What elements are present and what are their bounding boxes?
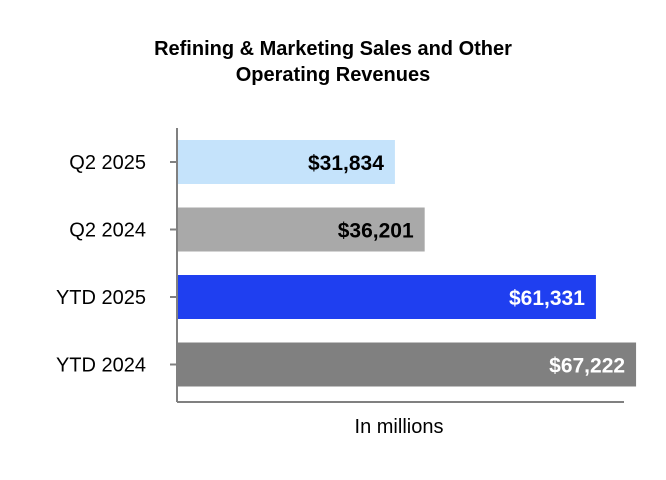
bar [178,207,425,252]
chart-title-line-1: Refining & Marketing Sales and Other [154,38,512,60]
data-label: $36,201 [338,220,414,243]
category-label: Q2 2025 [69,152,146,174]
data-label: $61,331 [509,287,585,310]
category-label: Q2 2024 [69,220,146,242]
bar [178,342,637,387]
category-label: YTD 2024 [56,355,146,377]
data-label: $31,834 [308,152,384,175]
chart-title-line-2: Operating Revenues [235,64,431,86]
x-axis-title: In millions [355,416,444,438]
bar [178,275,596,319]
category-label: YTD 2025 [56,287,146,309]
data-label: $67,222 [549,355,625,378]
bar [178,140,395,184]
